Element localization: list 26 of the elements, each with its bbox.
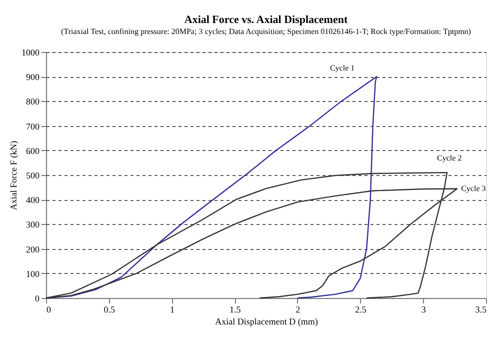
x-tick-label: 1 — [170, 304, 174, 314]
y-tick-label: 0 — [35, 294, 40, 304]
y-tick-label: 400 — [26, 195, 40, 206]
x-tick-label: 3 — [421, 304, 426, 314]
y-tick-label: 600 — [26, 146, 40, 156]
y-tick-label: 300 — [26, 220, 40, 230]
series-label: Cycle 3 — [461, 184, 486, 193]
x-tick-label: 0.5 — [104, 304, 116, 314]
y-tick-label: 500 — [26, 170, 40, 180]
chart-subtitle: (Triaxial Test, confining pressure: 20MPa; 3 cycles; Data Acquisition; Specimen 01026146-1-T; Rock type/Formation: Tptpmn) — [61, 27, 472, 36]
y-tick-label: 800 — [26, 96, 40, 107]
y-tick-label: 200 — [26, 244, 40, 254]
y-tick-label: 100 — [26, 268, 40, 279]
series-label: Cycle 2 — [437, 154, 462, 163]
series-label: Cycle 1 — [330, 64, 355, 73]
y-axis-title: Axial Force F (kN) — [8, 140, 18, 210]
y-tick-label: 700 — [26, 121, 40, 132]
y-tick-label: 1000 — [22, 48, 40, 58]
x-axis-title: Axial Displacement D (mm) — [215, 316, 318, 326]
y-tick-label: 900 — [26, 72, 40, 82]
x-tick-label: 1.5 — [229, 304, 242, 314]
x-tick-label: 2 — [296, 304, 300, 314]
x-tick-label: 0 — [46, 304, 52, 314]
x-tick-label: 2.5 — [355, 304, 367, 314]
x-tick-label: 3.5 — [475, 304, 487, 314]
chart-title: Axial Force vs. Axial Displacement — [184, 14, 348, 26]
